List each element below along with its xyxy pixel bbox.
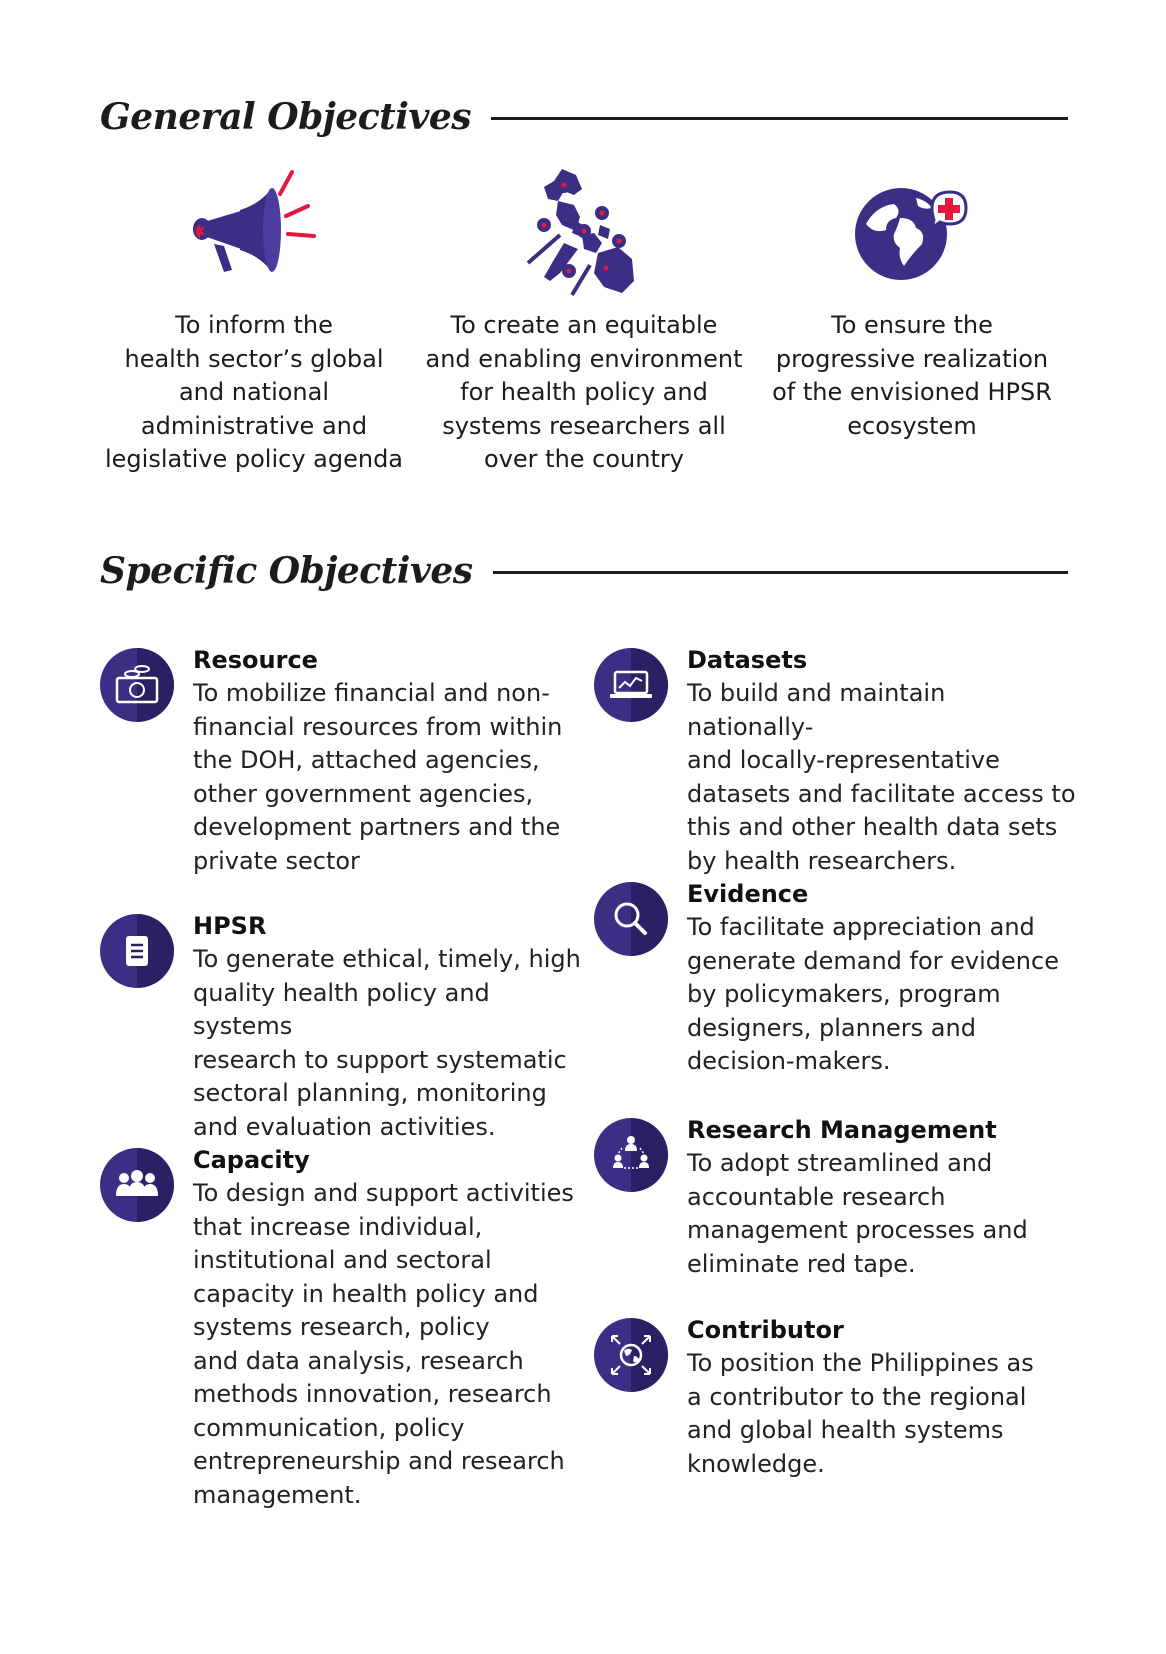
general-objective-2: To create an equitable and enabling envi… xyxy=(416,309,752,477)
general-objective-1: To inform the health sector’s global and… xyxy=(90,309,418,477)
specific-objectives-heading-row: Specific Objectives xyxy=(100,550,1068,592)
text-line: To create an equitable xyxy=(450,311,718,339)
text-line: ecosystem xyxy=(847,411,977,440)
text-line: decision-makers. xyxy=(687,1047,891,1075)
text-line: financial resources from within xyxy=(193,712,563,741)
text-line: a contributor to the regional xyxy=(687,1382,1027,1411)
globe-arrows-icon xyxy=(594,1318,668,1392)
philippines-map-icon xyxy=(526,169,634,297)
megaphone-icon xyxy=(193,170,316,272)
text-line: and evaluation activities. xyxy=(193,1112,496,1141)
text-line: and data analysis, research xyxy=(193,1346,524,1375)
text-line: To position the Philippines as xyxy=(687,1349,1034,1377)
text-line: other government agencies, xyxy=(193,779,534,808)
objective-title: Evidence xyxy=(687,880,809,908)
text-line: for health policy and xyxy=(460,378,708,406)
text-line: progressive realization xyxy=(775,344,1049,373)
text-line: over the country xyxy=(484,445,684,473)
text-line: that increase individual, xyxy=(193,1212,483,1241)
objective-description: To adopt streamlined and accountable res… xyxy=(687,1147,1077,1281)
text-line: this and other health data sets xyxy=(687,813,1058,841)
text-line: of the envisioned HPSR xyxy=(772,378,1052,406)
text-line: To generate ethical, timely, high xyxy=(193,945,581,973)
text-line: systems researchers all xyxy=(442,411,726,440)
text-line: generate demand for evidence xyxy=(687,946,1059,975)
text-line: health sector’s global xyxy=(124,344,384,373)
text-line: knowledge. xyxy=(687,1449,825,1478)
objective-title: Capacity xyxy=(193,1146,310,1174)
objective-description: To facilitate appreciation and generate … xyxy=(687,911,1077,1079)
text-line: by health researchers. xyxy=(687,846,957,875)
text-line: To inform the xyxy=(175,311,333,339)
text-line: private sector xyxy=(193,846,360,875)
globe-health-icon xyxy=(855,188,968,280)
text-line: To build and maintain nationally- xyxy=(687,679,946,741)
laptop-chart-icon xyxy=(594,648,668,722)
objective-description: To position the Philippines as a contrib… xyxy=(687,1347,1077,1481)
text-line: administrative and xyxy=(140,411,368,440)
text-line: methods innovation, research xyxy=(193,1380,552,1408)
text-line: management processes and xyxy=(687,1216,1028,1244)
text-line: research to support systematic xyxy=(193,1045,567,1074)
text-line: institutional and sectoral xyxy=(193,1246,492,1274)
text-line: sectoral planning, monitoring xyxy=(193,1079,547,1107)
text-line: accountable research xyxy=(687,1182,946,1211)
network-people-icon xyxy=(594,1118,668,1192)
general-objectives-heading: General Objectives xyxy=(100,96,472,138)
heading-divider xyxy=(492,570,1068,574)
objective-title: Contributor xyxy=(687,1316,844,1344)
document-icon xyxy=(100,914,174,988)
magnifier-icon xyxy=(594,882,668,956)
general-objectives-heading-row: General Objectives xyxy=(100,96,1068,138)
text-line: and locally-representative xyxy=(687,746,1000,774)
objective-title: Datasets xyxy=(687,646,808,674)
objective-description: To mobilize financial and non- financial… xyxy=(193,677,583,878)
objective-title: Research Management xyxy=(687,1116,997,1144)
text-line: designers, planners and xyxy=(687,1013,976,1042)
specific-objectives-heading: Specific Objectives xyxy=(100,550,473,592)
text-line: the DOH, attached agencies, xyxy=(193,746,540,774)
text-line: datasets and facilitate access to xyxy=(687,779,1076,808)
objective-description: To build and maintain nationally- and lo… xyxy=(687,677,1077,878)
text-line: and global health systems xyxy=(687,1416,1004,1444)
text-line: management. xyxy=(193,1480,362,1509)
text-line: quality health policy and systems xyxy=(193,978,490,1041)
text-line: legislative policy agenda xyxy=(104,445,404,473)
general-objective-3: To ensure the progressive realization of… xyxy=(754,309,1070,443)
text-line: To mobilize financial and non- xyxy=(193,679,550,707)
text-line: development partners and the xyxy=(193,813,561,841)
text-line: eliminate red tape. xyxy=(687,1249,916,1278)
text-line: To facilitate appreciation and xyxy=(687,913,1035,941)
text-line: To design and support activities xyxy=(193,1179,574,1207)
text-line: systems research, policy xyxy=(193,1313,490,1341)
people-icon xyxy=(100,1148,174,1222)
text-line: communication, policy xyxy=(193,1413,465,1442)
objective-title: HPSR xyxy=(193,912,267,940)
money-icon xyxy=(100,648,174,722)
heading-divider xyxy=(491,116,1068,120)
text-line: entrepreneurship and research xyxy=(193,1447,565,1475)
objective-description: To generate ethical, timely, high qualit… xyxy=(193,943,583,1144)
text-line: To ensure the xyxy=(831,311,993,339)
text-line: To adopt streamlined and xyxy=(687,1149,993,1177)
text-line: and national xyxy=(178,378,330,406)
text-line: by policymakers, program xyxy=(687,980,1001,1008)
objective-title: Resource xyxy=(193,646,318,674)
text-line: and enabling environment xyxy=(425,344,743,373)
objective-description: To design and support activities that in… xyxy=(193,1177,583,1512)
text-line: capacity in health policy and xyxy=(193,1279,539,1308)
